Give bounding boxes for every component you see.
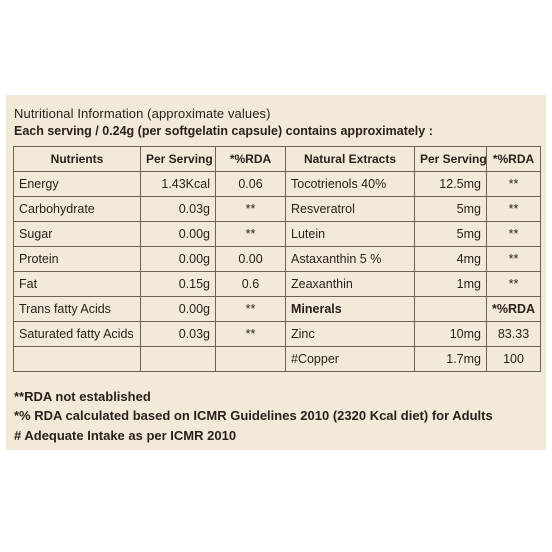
footnote-rda-calculation: *% RDA calculated based on ICMR Guidelin… [14, 408, 493, 423]
minerals-rda-header: *%RDA [486, 296, 541, 322]
nutrient-serving: 0.03g [140, 321, 216, 347]
mineral-name: Zinc [285, 321, 415, 347]
extract-name: Resveratrol [285, 196, 415, 222]
nutrient-serving: 0.15g [140, 271, 216, 297]
nutrient-rda: ** [215, 221, 286, 247]
extract-serving: 1mg [414, 271, 487, 297]
extract-name: Zeaxanthin [285, 271, 415, 297]
nutrient-name: Protein [13, 246, 141, 272]
column-header: *%RDA [486, 146, 541, 172]
extract-serving [414, 296, 487, 322]
extract-rda: ** [486, 171, 541, 197]
nutrition-title: Nutritional Information (approximate val… [14, 106, 271, 121]
extract-serving: 4mg [414, 246, 487, 272]
mineral-serving: 1.7mg [414, 346, 487, 372]
nutrient-name: Energy [13, 171, 141, 197]
table-row: Energy 1.43Kcal 0.06 Tocotrienols 40% 12… [13, 171, 541, 197]
nutrient-rda: ** [215, 196, 286, 222]
nutrient-name: Saturated fatty Acids [13, 321, 141, 347]
mineral-rda: 100 [486, 346, 541, 372]
column-header: Natural Extracts [285, 146, 415, 172]
table-row: Trans fatty Acids 0.00g ** Minerals *%RD… [13, 296, 541, 322]
column-header: Nutrients [13, 146, 141, 172]
extract-name: Tocotrienols 40% [285, 171, 415, 197]
extract-name: Astaxanthin 5 % [285, 246, 415, 272]
extract-rda: ** [486, 271, 541, 297]
minerals-header: Minerals [285, 296, 415, 322]
column-header: Per Serving [140, 146, 216, 172]
mineral-serving: 10mg [414, 321, 487, 347]
nutrient-serving: 0.00g [140, 221, 216, 247]
table-row: Sugar 0.00g ** Lutein 5mg ** [13, 221, 541, 247]
nutrient-name: Sugar [13, 221, 141, 247]
extract-rda: ** [486, 246, 541, 272]
table-row: Saturated fatty Acids 0.03g ** Zinc 10mg… [13, 321, 541, 347]
nutrient-serving: 1.43Kcal [140, 171, 216, 197]
nutrient-serving: 0.00g [140, 296, 216, 322]
table-row: Carbohydrate 0.03g ** Resveratrol 5mg ** [13, 196, 541, 222]
column-header: *%RDA [215, 146, 286, 172]
extract-serving: 5mg [414, 221, 487, 247]
footnote-adequate-intake: # Adequate Intake as per ICMR 2010 [14, 428, 237, 443]
nutrient-rda: 0.6 [215, 271, 286, 297]
table-row: #Copper 1.7mg 100 [13, 346, 541, 372]
serving-description: Each serving / 0.24g (per softgelatin ca… [14, 124, 433, 138]
mineral-rda: 83.33 [486, 321, 541, 347]
table-header-row: Nutrients Per Serving *%RDA Natural Extr… [13, 146, 541, 172]
nutrient-rda [215, 346, 286, 372]
footnote-rda-not-established: **RDA not established [14, 389, 151, 404]
table-row: Protein 0.00g 0.00 Astaxanthin 5 % 4mg *… [13, 246, 541, 272]
extract-rda: ** [486, 196, 541, 222]
extract-name: Lutein [285, 221, 415, 247]
table-row: Fat 0.15g 0.6 Zeaxanthin 1mg ** [13, 271, 541, 297]
nutrient-name: Trans fatty Acids [13, 296, 141, 322]
nutrient-name: Fat [13, 271, 141, 297]
nutrient-name: Carbohydrate [13, 196, 141, 222]
nutrient-serving: 0.00g [140, 246, 216, 272]
nutrient-serving [140, 346, 216, 372]
nutrient-name [13, 346, 141, 372]
extract-serving: 5mg [414, 196, 487, 222]
nutrient-rda: 0.06 [215, 171, 286, 197]
extract-rda: ** [486, 221, 541, 247]
column-header: Per Serving [414, 146, 487, 172]
nutrition-table: Nutrients Per Serving *%RDA Natural Extr… [13, 146, 541, 372]
extract-serving: 12.5mg [414, 171, 487, 197]
nutrient-rda: ** [215, 296, 286, 322]
nutrient-serving: 0.03g [140, 196, 216, 222]
nutrient-rda: 0.00 [215, 246, 286, 272]
nutrient-rda: ** [215, 321, 286, 347]
mineral-name: #Copper [285, 346, 415, 372]
